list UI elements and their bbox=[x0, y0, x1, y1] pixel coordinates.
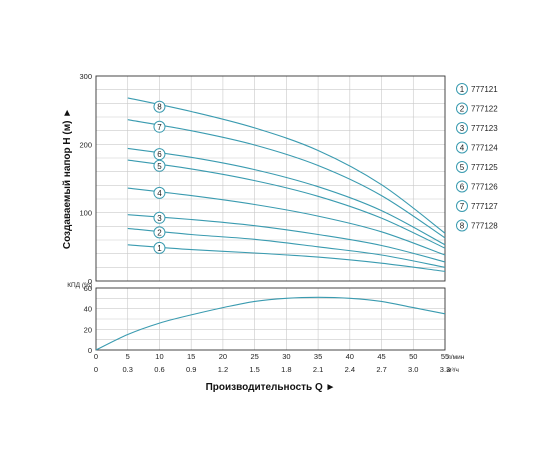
x-tick-label-lpm: 25 bbox=[250, 352, 258, 361]
eff-y-tick-label: 40 bbox=[84, 305, 92, 314]
legend-marker-number: 7 bbox=[460, 202, 465, 211]
legend-label: 777123 bbox=[471, 124, 498, 133]
legend-marker-number: 5 bbox=[460, 163, 465, 172]
x-tick-label-lpm: 5 bbox=[126, 352, 130, 361]
x-tick-label-m3h: 3.0 bbox=[408, 365, 418, 374]
curve-marker-number: 7 bbox=[157, 123, 162, 132]
curve-marker-number: 1 bbox=[157, 244, 162, 253]
x-tick-label-m3h: 1.8 bbox=[281, 365, 291, 374]
eff-y-tick-label: 0 bbox=[88, 346, 92, 355]
legend-marker-circle bbox=[456, 161, 468, 173]
head-plot-frame bbox=[95, 75, 446, 282]
x-tick-label-m3h: 1.2 bbox=[218, 365, 228, 374]
x-unit-m3h: м³/ч bbox=[447, 367, 459, 374]
grid-layer bbox=[96, 76, 445, 350]
head-y-tick-label: 100 bbox=[79, 209, 92, 218]
eff-y-tick-label: 60 bbox=[84, 284, 92, 293]
legend-marker-number: 4 bbox=[460, 144, 465, 153]
legend-marker-circle bbox=[456, 200, 468, 212]
curve-marker-number: 3 bbox=[157, 214, 162, 223]
head-curve-777123 bbox=[127, 214, 446, 263]
x-tick-label-lpm: 35 bbox=[314, 352, 322, 361]
x-tick-label-lpm: 45 bbox=[377, 352, 385, 361]
legend: 1 777121 2 777122 3 777123 4 777124 5 777125 6 7771… bbox=[456, 83, 498, 232]
legend-marker-circle bbox=[456, 141, 468, 154]
curve-marker-number: 8 bbox=[157, 103, 162, 112]
x-tick-label-m3h: 2.7 bbox=[376, 365, 386, 374]
head-curve-777126 bbox=[127, 147, 446, 246]
head-curve-777122 bbox=[127, 227, 446, 268]
head-y-tick-label: 200 bbox=[79, 140, 92, 149]
legend-marker-circle bbox=[456, 180, 468, 193]
eff-y-axis-title: КПД (%) bbox=[67, 282, 92, 289]
legend-marker-circle bbox=[456, 102, 468, 115]
legend-label: 777121 bbox=[471, 85, 498, 94]
label-layer: 1 2 3 4 5 6 7 8 bbox=[153, 100, 166, 254]
curve-marker-circle bbox=[153, 241, 166, 254]
curve-marker-circle bbox=[153, 159, 166, 172]
curve-layer bbox=[95, 97, 446, 351]
x-tick-label-lpm: 0 bbox=[94, 352, 98, 361]
x-axis-title: Производительность Q ► bbox=[206, 382, 336, 393]
head-y-axis-title: Создаваемый напор H (м) ► bbox=[62, 108, 73, 249]
legend-marker-number: 2 bbox=[460, 105, 465, 114]
head-curve-777128 bbox=[127, 97, 446, 234]
x-tick-label-m3h: 2.1 bbox=[313, 365, 323, 374]
x-tick-label-m3h: 0 bbox=[94, 365, 98, 374]
legend-label: 777127 bbox=[471, 202, 498, 211]
x-tick-label-m3h: 0.6 bbox=[154, 365, 164, 374]
legend-marker-circle bbox=[456, 122, 468, 134]
legend-marker-number: 3 bbox=[460, 124, 465, 133]
x-tick-label-lpm: 55 bbox=[441, 352, 449, 361]
legend-label: 777122 bbox=[471, 105, 498, 114]
legend-label: 777125 bbox=[471, 163, 498, 172]
x-tick-label-lpm: 15 bbox=[187, 352, 195, 361]
legend-marker-circle bbox=[456, 219, 468, 232]
x-tick-label-lpm: 20 bbox=[219, 352, 227, 361]
head-curve-777121 bbox=[127, 244, 446, 272]
x-tick-label-lpm: 10 bbox=[155, 352, 163, 361]
x-tick-label-m3h: 2.4 bbox=[345, 365, 355, 374]
curve-marker-circle bbox=[153, 148, 166, 161]
legend-marker-number: 8 bbox=[460, 222, 465, 231]
legend-marker-number: 6 bbox=[460, 183, 465, 192]
curve-marker-circle bbox=[153, 226, 166, 239]
legend-marker-number: 1 bbox=[460, 85, 465, 94]
curve-marker-circle bbox=[153, 100, 166, 113]
x-tick-label-m3h: 1.5 bbox=[249, 365, 259, 374]
eff-plot-frame bbox=[95, 287, 446, 351]
head-y-tick-label: 0 bbox=[88, 277, 92, 286]
legend-label: 777128 bbox=[471, 222, 498, 231]
x-tick-label-lpm: 40 bbox=[346, 352, 354, 361]
head-y-tick-label: 300 bbox=[79, 72, 92, 81]
head-curve-777124 bbox=[127, 187, 446, 256]
x-tick-label-m3h: 0.3 bbox=[123, 365, 133, 374]
x-tick-label-m3h: 0.9 bbox=[186, 365, 196, 374]
x-tick-label-lpm: 30 bbox=[282, 352, 290, 361]
x-unit-lpm: л/мин bbox=[447, 354, 465, 361]
legend-marker-circle bbox=[456, 83, 468, 95]
curve-marker-number: 4 bbox=[157, 189, 162, 198]
curve-marker-number: 6 bbox=[157, 150, 162, 159]
x-tick-label-m3h: 3.3 bbox=[440, 365, 450, 374]
eff-y-tick-label: 20 bbox=[84, 325, 92, 334]
head-curve-777125 bbox=[127, 159, 446, 249]
curve-marker-circle bbox=[153, 211, 166, 224]
curve-marker-number: 2 bbox=[157, 228, 162, 237]
legend-label: 777126 bbox=[471, 183, 498, 192]
legend-label: 777124 bbox=[471, 144, 498, 153]
curve-marker-circle bbox=[153, 186, 166, 199]
x-tick-label-lpm: 50 bbox=[409, 352, 417, 361]
curve-marker-number: 5 bbox=[157, 162, 162, 171]
efficiency-curve bbox=[95, 296, 446, 351]
head-curve-777127 bbox=[127, 119, 446, 239]
curve-marker-circle bbox=[153, 120, 166, 133]
